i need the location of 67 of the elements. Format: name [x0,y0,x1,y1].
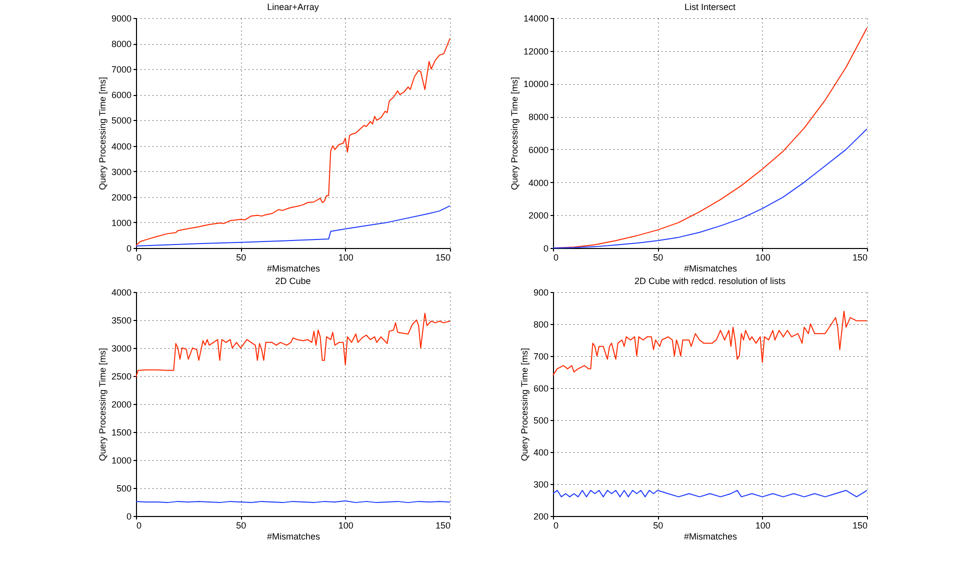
y-tick-label: 0 [126,512,132,522]
y-tick-label: 500 [116,484,132,494]
y-axis-title: Query Processing Time [ms] [519,348,530,462]
x-tick-label: 100 [338,520,354,530]
y-tick-label: 4000 [528,178,548,188]
y-tick-label: 8000 [528,112,548,122]
y-axis-title: Query Processing Time [ms] [97,76,108,190]
x-tick-label: 50 [653,520,664,530]
y-tick-label: 4000 [111,141,132,152]
chart-title: 2D Cube with redcd. resolution of lists [634,276,786,286]
y-tick-label: 12000 [523,46,548,56]
line-series [136,38,450,246]
y-tick-label: 0 [126,244,132,254]
y-tick-label: 14000 [523,14,548,24]
y-tick-label: 1500 [111,428,132,438]
y-tick-label: 5000 [111,116,132,126]
y-tick-label: 2000 [111,192,132,202]
x-tick-label: 100 [755,252,770,262]
x-tick-label: 150 [852,520,868,530]
y-tick-label: 600 [533,384,548,394]
y-tick-label: 1000 [111,456,132,466]
y-tick-label: 0 [543,244,548,254]
y-tick-label: 1000 [111,218,132,228]
x-tick-label: 0 [554,252,559,262]
x-axis-title: #Mismatches [266,264,321,274]
x-axis-title: #Mismatches [684,264,738,274]
y-tick-label: 800 [533,320,548,330]
x-axis-title: #Mismatches [684,532,738,542]
y-tick-label: 4000 [111,288,132,298]
chart-title: Linear+Array [267,2,320,12]
x-tick-label: 0 [136,252,142,262]
line-series [552,310,868,376]
y-tick-label: 8000 [111,39,132,50]
y-tick-label: 6000 [111,90,132,100]
x-tick-label: 150 [435,520,450,530]
y-axis-title: Query Processing Time [ms] [509,76,520,190]
y-tick-label: 500 [533,416,548,426]
y-tick-label: 700 [533,352,548,362]
x-tick-label: 50 [236,252,246,262]
chart-title: List Intersect [684,2,736,12]
y-tick-label: 400 [533,448,548,458]
y-tick-label: 7000 [111,64,132,75]
x-tick-label: 50 [653,252,664,262]
y-tick-label: 2500 [111,372,132,382]
x-axis-title: #Mismatches [266,532,321,542]
y-tick-label: 900 [533,288,548,298]
y-axis-title: Query Processing Time [ms] [97,348,108,462]
y-tick-label: 2000 [528,210,548,221]
x-tick-label: 0 [136,520,142,530]
x-tick-label: 150 [435,252,450,262]
x-tick-label: 150 [852,252,868,262]
line-series [136,205,450,246]
y-tick-label: 10000 [523,79,548,90]
x-tick-label: 100 [755,520,770,530]
y-tick-label: 6000 [528,144,548,155]
y-tick-label: 3000 [111,344,132,354]
x-tick-label: 50 [236,520,246,530]
y-tick-label: 3000 [111,166,132,177]
y-tick-label: 9000 [111,14,132,24]
x-tick-label: 100 [338,252,354,262]
y-tick-label: 3500 [111,316,132,326]
y-tick-label: 200 [533,512,548,522]
y-tick-label: 300 [533,480,548,490]
y-tick-label: 2000 [111,400,132,410]
chart-title: 2D Cube [275,276,311,286]
line-series [136,312,450,378]
x-tick-label: 0 [554,520,559,530]
